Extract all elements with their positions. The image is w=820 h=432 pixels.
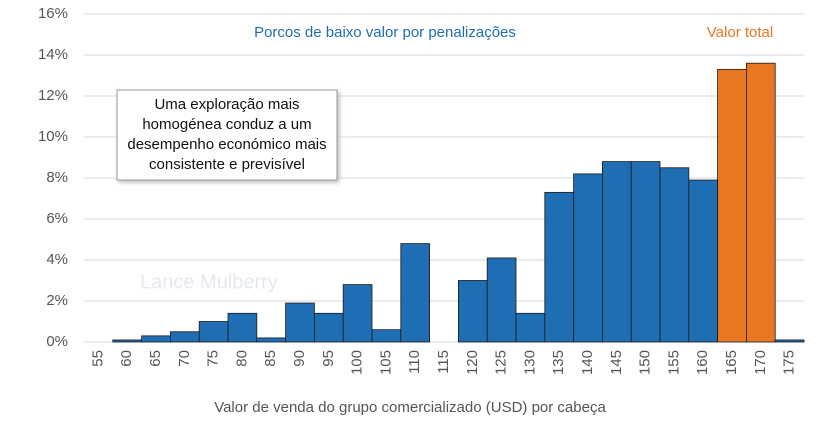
total-value-label: Valor total	[707, 24, 773, 41]
bar	[573, 173, 603, 343]
bar	[717, 68, 747, 343]
bar	[285, 302, 315, 343]
x-axis-label: Valor de venda do grupo comercializado (…	[214, 399, 606, 416]
x-tick-label: 130	[521, 350, 538, 375]
y-tick-label: 12%	[38, 87, 68, 104]
bar	[630, 161, 661, 343]
x-tick-label: 55	[89, 350, 106, 367]
bar	[400, 243, 430, 343]
x-tick-label: 145	[608, 350, 625, 375]
note-line: consistente e previsível	[149, 156, 305, 173]
x-tick-label: 100	[349, 350, 366, 375]
bar	[227, 312, 258, 343]
bar	[457, 280, 488, 343]
x-tick-label: 105	[377, 350, 394, 375]
x-tick-label: 80	[233, 350, 250, 367]
y-tick-label: 8%	[46, 169, 68, 186]
x-tick-label: 60	[118, 350, 135, 367]
note-line: desempenho económico mais	[127, 136, 326, 153]
bar	[688, 179, 718, 343]
bar	[602, 161, 632, 343]
bar	[774, 339, 805, 343]
bar	[515, 312, 546, 343]
x-tick-label: 135	[550, 350, 567, 375]
x-tick-label: 65	[147, 350, 164, 367]
x-tick-label: 70	[176, 350, 193, 367]
x-tick-label: 170	[752, 350, 769, 375]
note-line: Uma exploração mais	[154, 96, 299, 113]
x-tick-label: 120	[464, 350, 481, 375]
y-tick-label: 2%	[46, 292, 68, 309]
x-tick-label: 90	[291, 350, 308, 367]
y-tick-label: 4%	[46, 251, 68, 268]
bar	[746, 62, 776, 343]
bar	[169, 331, 200, 343]
bar	[141, 335, 171, 343]
bar	[256, 337, 286, 343]
note-line: homogénea conduz a um	[142, 116, 311, 133]
x-tick-label: 75	[205, 350, 222, 367]
x-tick-label: 125	[493, 350, 510, 375]
y-tick-label: 6%	[46, 210, 68, 227]
bar	[486, 257, 517, 343]
bar	[198, 321, 229, 343]
bar	[544, 191, 574, 343]
x-tick-label: 155	[665, 350, 682, 375]
watermark: Lance Mulberry	[140, 271, 278, 293]
y-tick-label: 14%	[38, 46, 68, 63]
bar	[371, 329, 402, 343]
x-tick-label: 165	[723, 350, 740, 375]
x-tick-label: 175	[781, 350, 798, 375]
bar	[342, 284, 373, 343]
y-tick-label: 0%	[46, 333, 68, 350]
x-tick-label: 115	[435, 350, 452, 374]
note-box	[116, 89, 338, 181]
bar	[659, 167, 690, 343]
bar	[112, 339, 143, 343]
x-tick-label: 85	[262, 350, 279, 367]
bar	[313, 312, 344, 343]
x-tick-label: 110	[406, 350, 423, 374]
low-value-label: Porcos de baixo valor por penalizações	[254, 24, 516, 41]
x-tick-label: 160	[694, 350, 711, 375]
x-tick-label: 95	[320, 350, 337, 367]
x-tick-label: 150	[637, 350, 654, 375]
x-tick-label: 140	[579, 350, 596, 375]
y-tick-label: 10%	[38, 128, 68, 145]
y-tick-label: 16%	[38, 5, 68, 22]
